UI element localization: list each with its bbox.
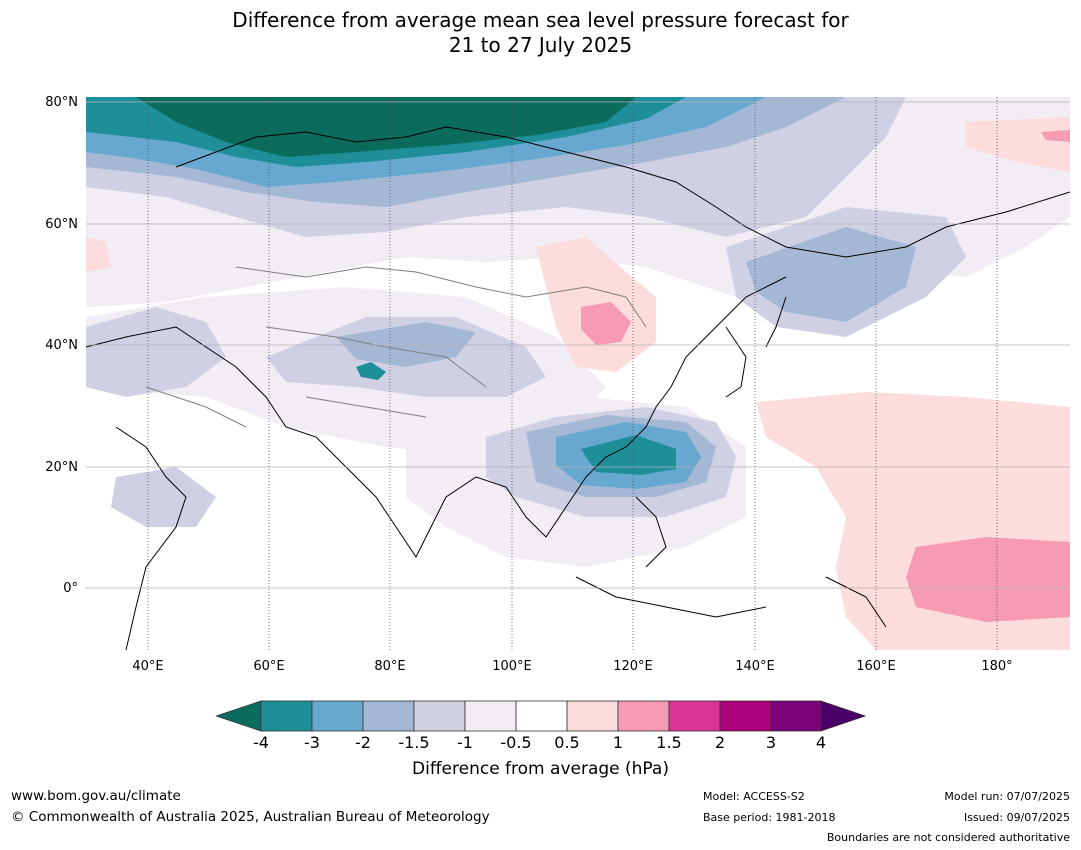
colorbar-tick: -2 <box>355 733 371 752</box>
disclaimer-text: Boundaries are not considered authoritat… <box>826 831 1070 844</box>
lat-label-60n: 60°N <box>45 217 78 232</box>
map-title: Difference from average mean sea level p… <box>0 8 1081 58</box>
lat-label-20n: 20°N <box>45 460 78 475</box>
region-neg3-tibet <box>356 362 386 380</box>
lat-label-80n: 80°N <box>45 95 78 110</box>
lon-label-180: 180° <box>981 659 1013 674</box>
lon-label-80e: 80°E <box>374 659 406 674</box>
colorbar-tick: 2 <box>714 733 726 752</box>
colorbar-neg2-neg15 <box>362 700 415 732</box>
colorbar-gt4 <box>820 700 866 732</box>
lon-label-60e: 60°E <box>253 659 285 674</box>
gridlines <box>86 101 1070 589</box>
colorbar-15-2 <box>668 700 721 732</box>
colorbar-3-4 <box>770 700 822 732</box>
colorbar-tick: 1 <box>612 733 624 752</box>
region-pos-arctic <box>966 117 1070 172</box>
colorbar-2-3 <box>719 700 772 732</box>
colorbar-tick: 1.5 <box>656 733 682 752</box>
borders <box>145 266 647 428</box>
colorbar-tick: -3 <box>304 733 320 752</box>
base-period-text: Base period: 1981-2018 <box>703 811 836 824</box>
lon-label-120e: 120°E <box>613 659 653 674</box>
colorbar-neg4-neg3 <box>260 700 313 732</box>
colorbar-tick: -4 <box>253 733 269 752</box>
website-link[interactable]: www.bom.gov.au/climate <box>11 788 181 804</box>
colorbar-tick: -1 <box>457 733 473 752</box>
region-neg2-ne <box>746 227 916 322</box>
title-line-1: Difference from average mean sea level p… <box>232 8 849 32</box>
model-text: Model: ACCESS-S2 <box>703 790 805 803</box>
colorbar-tick: -1.5 <box>398 733 430 752</box>
region-lt-neg4-north <box>136 97 636 157</box>
issued-text: Issued: 09/07/2025 <box>963 811 1070 824</box>
colorbar-neg15-neg1 <box>413 700 466 732</box>
colorbar <box>216 700 866 732</box>
forecast-map <box>86 97 1070 650</box>
colorbar-tick: 3 <box>765 733 777 752</box>
region-pos1-pacific <box>906 537 1070 622</box>
lat-label-40n: 40°N <box>45 338 78 353</box>
lon-label-160e: 160°E <box>856 659 896 674</box>
colorbar-tick: -0.5 <box>500 733 532 752</box>
region-neg15-west <box>86 307 226 397</box>
meridians <box>147 97 998 650</box>
region-pos-westsib <box>86 237 111 272</box>
title-line-2: 21 to 27 July 2025 <box>448 33 633 57</box>
colorbar-tick: 4 <box>815 733 827 752</box>
colorbar-lt-neg4 <box>216 700 262 732</box>
map-canvas <box>86 97 1070 650</box>
model-run-text: Model run: 07/07/2025 <box>944 790 1070 803</box>
lon-label-100e: 100°E <box>492 659 532 674</box>
colorbar-label: Difference from average (hPa) <box>412 759 669 779</box>
region-pos1-mongolia <box>581 302 631 345</box>
colorbar-tick: 0.5 <box>554 733 580 752</box>
colorbar-05-1 <box>566 700 619 732</box>
lat-label-0: 0° <box>63 581 78 596</box>
region-neg15-arabia <box>111 467 216 527</box>
lon-label-40e: 40°E <box>132 659 164 674</box>
region-pos1-arctic <box>1041 130 1070 142</box>
lon-label-140e: 140°E <box>735 659 775 674</box>
colorbar-neg1-neg05 <box>464 700 517 732</box>
colorbar-neg05-05 <box>515 700 568 732</box>
coastlines <box>86 126 1070 650</box>
colorbar-1-15 <box>617 700 670 732</box>
region-neg4-scs <box>581 435 676 475</box>
colorbar-neg3-neg2 <box>311 700 364 732</box>
copyright-text: © Commonwealth of Australia 2025, Austra… <box>11 809 490 825</box>
